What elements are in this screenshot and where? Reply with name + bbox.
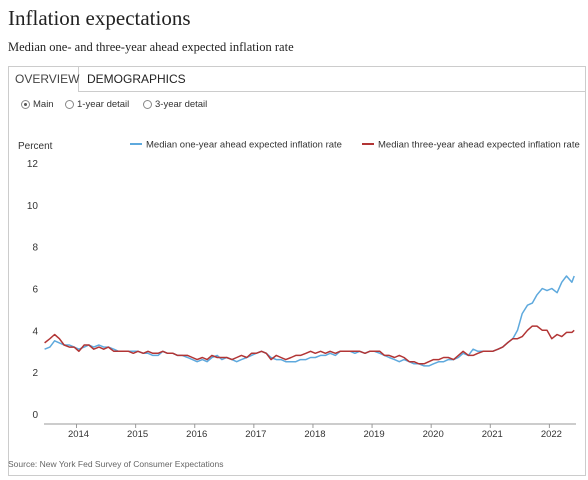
page-subtitle: Median one- and three-year ahead expecte… <box>8 40 294 54</box>
radio-main[interactable]: Main <box>21 99 54 110</box>
y-tick-label: 12 <box>27 159 39 170</box>
radio-1yr-label: 1-year detail <box>77 99 130 110</box>
x-tick-label: 2021 <box>482 429 503 440</box>
radio-unchecked-icon[interactable] <box>143 100 152 109</box>
x-tick-label: 2014 <box>68 429 89 440</box>
x-tick-label: 2020 <box>423 429 444 440</box>
x-tick-label: 2018 <box>304 429 325 440</box>
legend-label: Median one-year ahead expected inflation… <box>146 140 342 151</box>
page-title: Inflation expectations <box>8 6 191 30</box>
y-tick-label: 8 <box>32 243 38 254</box>
y-axis-label: Percent <box>18 141 53 152</box>
tab-overview[interactable]: OVERVIEW <box>9 67 79 92</box>
x-tick-label: 2017 <box>245 429 266 440</box>
x-axis: 2014 2015 2016 2017 2018 2019 2020 2021 2022 <box>44 423 576 440</box>
x-tick-label: 2015 <box>127 429 148 440</box>
y-tick-label: 10 <box>27 201 39 212</box>
y-tick-label: 0 <box>32 410 38 421</box>
radio-3yr-detail[interactable]: 3-year detail <box>143 99 207 110</box>
radio-unchecked-icon[interactable] <box>65 100 74 109</box>
chart-panel: OVERVIEW DEMOGRAPHICS Main 1-year detail… <box>8 66 586 476</box>
series-line-three-year <box>44 325 575 365</box>
x-tick-label: 2019 <box>363 429 384 440</box>
radio-checked-icon[interactable] <box>21 100 30 109</box>
x-tick-label: 2022 <box>541 429 562 440</box>
chart-legend: Median one-year ahead expected inflation… <box>130 140 580 151</box>
x-tick-label: 2016 <box>186 429 207 440</box>
tab-bar: OVERVIEW DEMOGRAPHICS <box>9 67 585 92</box>
radio-main-label: Main <box>33 99 54 110</box>
series-lines <box>44 275 575 367</box>
radio-1yr-detail[interactable]: 1-year detail <box>65 99 129 110</box>
y-tick-label: 4 <box>32 326 38 337</box>
legend-label: Median three-year ahead expected inflati… <box>378 140 580 151</box>
y-tick-label: 6 <box>32 285 38 296</box>
y-tick-label: 2 <box>32 368 38 379</box>
radio-3yr-label: 3-year detail <box>155 99 208 110</box>
source-note: Source: New York Fed Survey of Consumer … <box>8 459 224 469</box>
y-axis: Percent 0 2 4 6 8 10 12 <box>18 141 53 421</box>
tab-demographics[interactable]: DEMOGRAPHICS <box>87 72 186 86</box>
